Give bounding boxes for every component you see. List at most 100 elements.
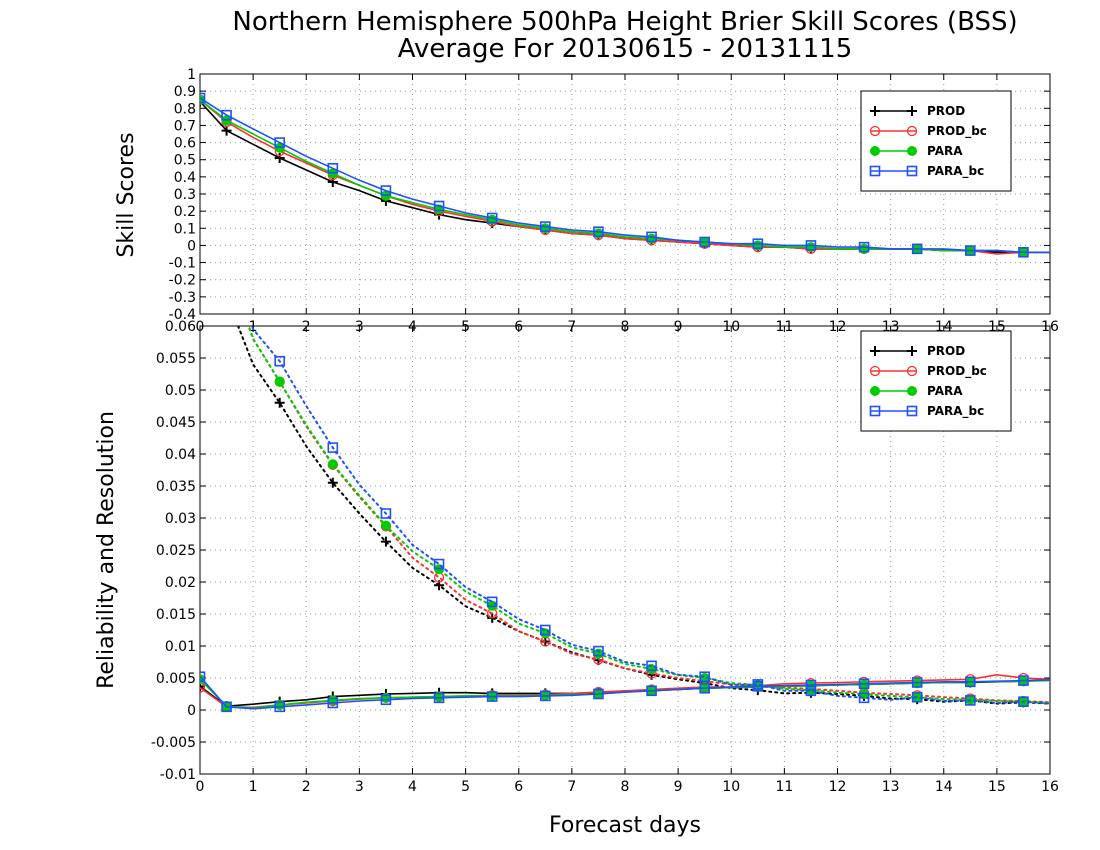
x-tick-label: 8 [621, 779, 630, 795]
data-point-PARA-reliability [200, 674, 205, 685]
y-tick-label: -0.1 [169, 256, 196, 272]
data-point-PARA_bc-values [858, 241, 870, 253]
x-tick-label: 9 [674, 779, 683, 795]
data-point-PARA_bc-values [274, 137, 285, 148]
legend-marker-PROD_bc [906, 125, 918, 137]
data-point-PROD_bc-reliability [200, 682, 206, 693]
y-tick-label: 0 [187, 703, 196, 719]
data-point-PROD-values [327, 177, 338, 187]
legend-label-PROD_bc: PROD_bc [927, 364, 987, 379]
legend-marker-PARA [870, 146, 880, 156]
data-point-PARA_bc-reliability [752, 681, 764, 692]
data-point-PARA_bc-resolution [274, 355, 285, 367]
legend-marker-PARA [907, 386, 917, 396]
data-point-PARA_bc-values [699, 236, 710, 248]
legend-marker-PROD [907, 106, 917, 116]
legend-label-PARA: PARA [927, 144, 963, 158]
data-point-PARA_bc-values [486, 212, 498, 224]
data-point-PARA_bc-resolution [911, 691, 923, 703]
legend-label-PROD: PROD [927, 104, 965, 118]
data-point-PARA_bc-reliability [540, 690, 551, 702]
data-point-PARA_bc-values [911, 243, 923, 255]
y-tick-label: 0.025 [156, 543, 196, 559]
data-point-PARA-resolution [327, 459, 338, 470]
y-tick-label: 0.015 [156, 607, 196, 623]
y-tick-label: 0.055 [156, 351, 196, 367]
x-tick-label: 16 [1041, 779, 1059, 795]
x-tick-label: 3 [355, 779, 364, 795]
data-point-PARA_bc-reliability [805, 679, 817, 691]
data-point-PARA_bc-values [752, 238, 764, 250]
y-tick-label: -0.3 [169, 290, 196, 306]
data-point-PARA_bc-reliability [965, 676, 976, 688]
data-point-PARA_bc-resolution [1018, 696, 1029, 707]
legend-marker-PARA_bc [869, 165, 881, 177]
data-point-PARA_bc-reliability [200, 671, 206, 683]
data-point-PARA_bc-reliability [274, 701, 285, 713]
y-tick-label: 0.01 [165, 639, 196, 655]
data-point-PARA_bc-values [805, 240, 817, 251]
y-tick-label: 1 [187, 67, 196, 83]
data-point-PARA_bc-resolution [965, 695, 976, 706]
top-panel-ylabel: Skill Scores [114, 132, 139, 257]
bottom-panel-ylabel: Reliability and Resolution [94, 411, 119, 689]
y-tick-label: -0.01 [160, 767, 196, 783]
x-tick-label: 2 [302, 779, 311, 795]
data-point-PARA_bc-resolution [805, 685, 817, 697]
legend-marker-PARA_bc [906, 405, 918, 417]
legend-marker-PARA_bc [869, 405, 881, 417]
x-tick-label: 13 [882, 779, 900, 795]
data-point-PARA_bc-values [1018, 246, 1029, 258]
y-tick-label: 0.6 [174, 136, 196, 152]
data-point-PARA-resolution [380, 520, 391, 531]
data-point-PARA-reliability [274, 699, 285, 710]
data-point-PARA_bc-resolution [540, 624, 551, 636]
legend-marker-PROD_bc [869, 125, 881, 137]
data-point-PARA_bc-resolution [858, 692, 870, 704]
y-tick-label: 0.06 [165, 319, 196, 335]
y-tick-label: 0.7 [174, 118, 196, 134]
data-point-PARA_bc-reliability [593, 688, 604, 700]
data-point-PARA_bc-values [433, 200, 445, 212]
y-tick-label: 0.3 [174, 187, 196, 203]
data-point-PARA_bc-values [593, 226, 604, 238]
x-tick-label: 12 [829, 779, 847, 795]
x-tick-label: 15 [988, 779, 1006, 795]
top-panel-grid [200, 74, 1050, 314]
legend-marker-PROD [870, 106, 880, 116]
data-point-PARA_bc-resolution [646, 660, 657, 672]
data-point-PROD-values [274, 153, 285, 163]
data-point-PROD-values [221, 125, 232, 136]
y-tick-label: 0.05 [165, 383, 196, 399]
legend-label-PROD: PROD [927, 344, 965, 358]
y-tick-label: 0 [187, 238, 196, 254]
y-tick-label: 0.03 [165, 511, 196, 527]
data-point-PARA_bc-values [380, 185, 392, 196]
legend-label-PARA: PARA [927, 384, 963, 398]
series-line-PROD-resolution [237, 326, 1050, 705]
data-point-PARA_bc-reliability [699, 682, 710, 694]
bottom-panel-plot-area [200, 326, 1050, 713]
data-point-PARA_bc-reliability [221, 701, 232, 713]
legend-marker-PROD_bc [906, 365, 918, 377]
data-point-PARA_bc-reliability [646, 685, 657, 697]
data-point-PARA_bc-reliability [486, 691, 498, 702]
data-point-PARA_bc-values [646, 231, 657, 243]
y-tick-label: 0.045 [156, 415, 196, 431]
legend-marker-PARA_bc [906, 165, 918, 177]
top-panel-plot-area [200, 92, 1050, 258]
y-tick-label: -0.005 [151, 735, 196, 751]
data-point-PROD-resolution [327, 477, 338, 488]
legend-box [860, 90, 1012, 192]
bottom-panel-grid [200, 326, 1050, 774]
data-point-PARA_bc-values [221, 109, 232, 121]
data-point-PROD-reliability [200, 681, 205, 692]
bottom-panel-legend: PROD PROD_bc PARA PARA_bc [860, 330, 1012, 432]
data-point-PARA_bc-reliability [433, 692, 445, 704]
reliability-resolution-panel: 0.060.0550.050.0450.040.0350.030.0250.02… [151, 319, 1059, 795]
y-tick-label: 0.9 [174, 84, 196, 100]
data-point-PROD-resolution [380, 536, 391, 547]
data-point-PARA_bc-resolution [699, 671, 710, 683]
y-tick-label: 0.4 [174, 170, 196, 186]
legend-marker-PARA [870, 386, 880, 396]
